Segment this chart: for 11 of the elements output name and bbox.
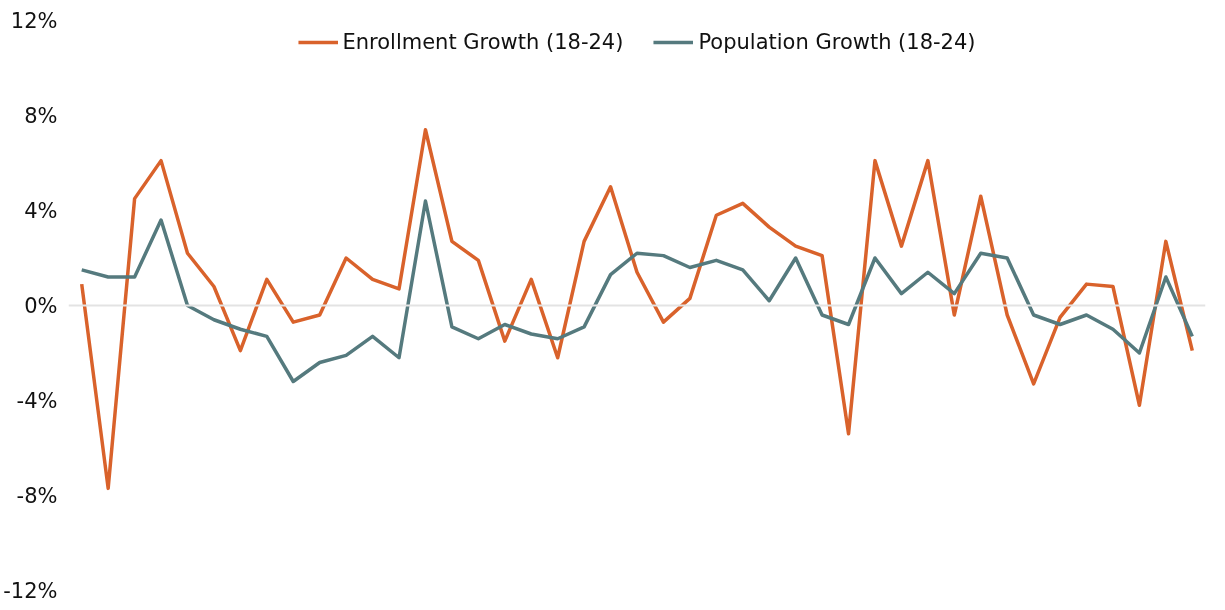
line-series [79, 199, 1195, 384]
line-series [79, 128, 1195, 491]
y-tick-label: 4% [24, 198, 58, 223]
y-tick-label: 12% [10, 8, 58, 33]
y-tick-label: -12% [3, 578, 58, 603]
legend-label: Population Growth (18-24) [698, 30, 976, 54]
y-tick-label: 8% [24, 103, 58, 128]
legend-label: Enrollment Growth (18-24) [342, 30, 624, 54]
y-tick-label: -8% [16, 483, 58, 508]
y-tick-label: 0% [24, 293, 58, 318]
y-tick-label: -4% [16, 388, 58, 413]
